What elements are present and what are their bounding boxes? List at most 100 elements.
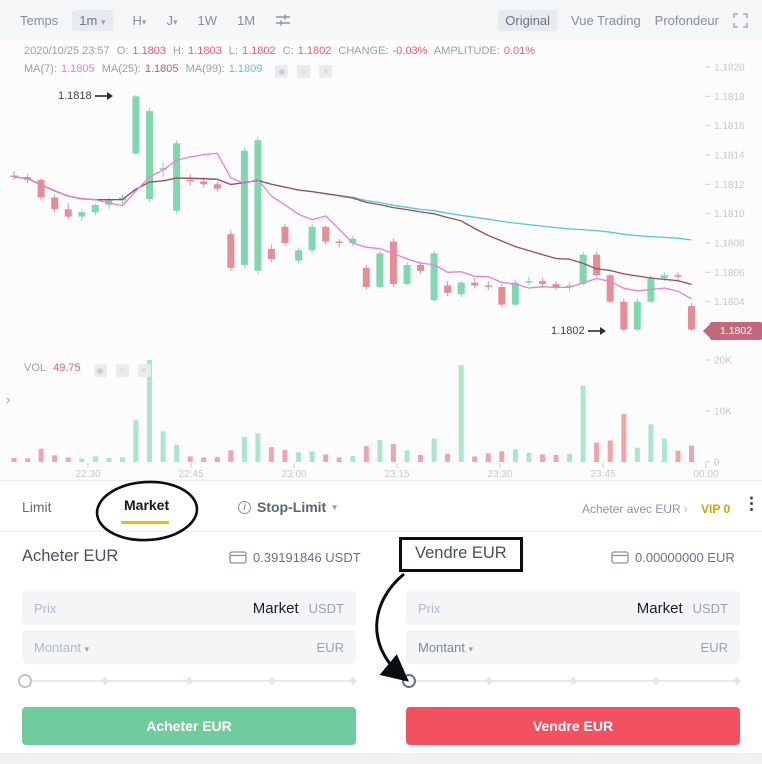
volume-bar bbox=[214, 456, 220, 462]
candle-body bbox=[200, 181, 208, 185]
time-axis-label: 23:15 bbox=[384, 469, 409, 480]
trade-panel: Limit Market i Stop-Limit ▾ Acheter avec… bbox=[0, 480, 762, 764]
bottom-strip bbox=[0, 753, 762, 764]
volume-close-icon[interactable]: × bbox=[137, 364, 151, 377]
price-chart[interactable]: 1.1820 1.1818 1.1816 1.1814 1.1812 1.1810 1.18… bbox=[0, 0, 762, 480]
buy-slider-handle[interactable] bbox=[18, 674, 32, 688]
sell-slider-handle[interactable] bbox=[402, 674, 416, 688]
sell-amount-slider[interactable] bbox=[402, 673, 742, 689]
candle-body bbox=[593, 254, 601, 276]
sell-price-field[interactable]: Prix Market USDT bbox=[406, 591, 740, 625]
ma-line bbox=[13, 152, 692, 300]
volume-bar bbox=[621, 414, 627, 462]
volume-info-row: VOL 49.75 ◉ ○ × bbox=[24, 362, 159, 377]
volume-bar bbox=[458, 365, 464, 462]
sell-title-callout-box: Vendre EUR bbox=[399, 537, 523, 572]
candle-body bbox=[471, 282, 479, 286]
indicator-hide-icon[interactable]: ◉ bbox=[275, 65, 289, 78]
sell-section-title: Vendre EUR bbox=[415, 544, 507, 562]
volume-bar bbox=[567, 453, 573, 462]
buy-amount-slider[interactable] bbox=[18, 673, 358, 689]
price-axis-label: 1.1820 bbox=[714, 63, 745, 74]
timeframe-1m-button[interactable]: 1m ▾ bbox=[72, 9, 113, 31]
volume-bar bbox=[689, 445, 694, 462]
timeframe-day-button[interactable]: J▾ bbox=[166, 12, 178, 28]
timeframe-hour-button[interactable]: H▾ bbox=[132, 12, 147, 28]
volume-bar bbox=[418, 454, 423, 462]
volume-bar bbox=[526, 452, 532, 462]
candle-body bbox=[349, 238, 357, 243]
candle-body bbox=[159, 168, 167, 170]
chart-toolbar: Temps 1m ▾ H▾ J▾ 1W 1M Original Vue Trad… bbox=[0, 0, 762, 40]
price-axis-label: 1.1812 bbox=[714, 180, 745, 191]
wallet-icon bbox=[229, 551, 247, 564]
volume-bar bbox=[404, 450, 410, 462]
tab-limit[interactable]: Limit bbox=[22, 499, 52, 515]
candle-body bbox=[620, 301, 628, 330]
volume-bar bbox=[323, 454, 329, 462]
sell-button[interactable]: Vendre EUR bbox=[406, 707, 740, 745]
indicator-settings-icon[interactable] bbox=[275, 12, 291, 29]
candle-body bbox=[484, 285, 492, 287]
ma99-value: 1.1809 bbox=[228, 63, 263, 75]
candle-body bbox=[37, 179, 45, 198]
volume-bar bbox=[309, 451, 315, 462]
sell-amount-field[interactable]: Montant ▾ EUR bbox=[406, 630, 740, 664]
view-original-tab[interactable]: Original bbox=[498, 9, 558, 31]
volume-bar bbox=[648, 424, 654, 462]
vip-level-link[interactable]: VIP 0 bbox=[701, 502, 731, 516]
chevron-down-icon: ▾ bbox=[84, 643, 90, 654]
amplitude-value: 0.01% bbox=[503, 45, 536, 57]
time-axis-label: 23:30 bbox=[487, 469, 512, 480]
buy-amount-field[interactable]: Montant ▾ EUR bbox=[22, 630, 356, 664]
buy-amount-dropdown[interactable]: Montant ▾ bbox=[34, 639, 90, 655]
volume-config-icon[interactable]: ○ bbox=[115, 364, 129, 377]
candle-body bbox=[417, 265, 424, 271]
view-depth-tab[interactable]: Profondeur bbox=[654, 12, 719, 28]
volume-bar bbox=[52, 455, 58, 462]
open-value: 1.1803 bbox=[132, 45, 166, 57]
timeframe-1mo-button[interactable]: 1M bbox=[236, 12, 256, 28]
high-value: 1.1803 bbox=[188, 45, 222, 57]
volume-bar bbox=[228, 450, 234, 462]
candle-body bbox=[132, 96, 140, 154]
price-axis-label: 1.1814 bbox=[714, 151, 745, 162]
indicator-close-icon[interactable]: × bbox=[319, 65, 333, 78]
volume-bar bbox=[296, 452, 302, 462]
volume-bar bbox=[350, 455, 356, 462]
ma-info-row: MA(7): 1.1805 MA(25): 1.1805 MA(99): 1.1809… bbox=[24, 63, 340, 78]
candle-body bbox=[539, 281, 546, 284]
arrow-right-icon bbox=[587, 327, 606, 335]
sell-amount-dropdown[interactable]: Montant ▾ bbox=[418, 639, 474, 655]
tab-market[interactable]: Market bbox=[124, 497, 170, 513]
more-options-icon[interactable]: ⋮ bbox=[743, 494, 760, 513]
volume-bar bbox=[499, 451, 505, 462]
time-axis-label: 23:45 bbox=[590, 469, 615, 480]
volume-bar bbox=[282, 449, 288, 462]
candle-body bbox=[322, 226, 330, 242]
timeframe-1w-button[interactable]: 1W bbox=[197, 12, 217, 28]
buy-with-eur-link[interactable]: Acheter avec EUR › bbox=[582, 502, 688, 516]
volume-hide-icon[interactable]: ◉ bbox=[93, 364, 107, 377]
volume-bar bbox=[445, 453, 451, 462]
volume-bar bbox=[79, 458, 85, 462]
volume-bar bbox=[485, 453, 491, 462]
candle-body bbox=[430, 253, 438, 301]
candle-body bbox=[213, 184, 221, 189]
buy-price-field[interactable]: Prix Market USDT bbox=[22, 591, 356, 625]
ohlc-info-row: 2020/10/25 23:57 O: 1.1803 H: 1.1803 L: 1.1… bbox=[24, 45, 536, 57]
view-trading-tab[interactable]: Vue Trading bbox=[571, 12, 641, 28]
candle-body bbox=[254, 140, 262, 271]
volume-value: 49.75 bbox=[53, 362, 81, 374]
tab-stop-limit[interactable]: i Stop-Limit ▾ bbox=[238, 499, 337, 515]
price-axis-label: 1.1816 bbox=[714, 121, 745, 132]
chart-pane-toggle-icon[interactable]: › bbox=[6, 392, 11, 407]
low-price-annotation: 1.1802 bbox=[551, 325, 606, 337]
fullscreen-icon[interactable] bbox=[733, 12, 748, 28]
active-tab-underline bbox=[121, 521, 169, 524]
indicator-config-icon[interactable]: ○ bbox=[297, 65, 311, 78]
volume-bar bbox=[553, 454, 559, 462]
time-axis-label: 00:00 bbox=[693, 469, 718, 480]
arrow-right-icon bbox=[94, 92, 113, 100]
buy-button[interactable]: Acheter EUR bbox=[22, 707, 356, 745]
